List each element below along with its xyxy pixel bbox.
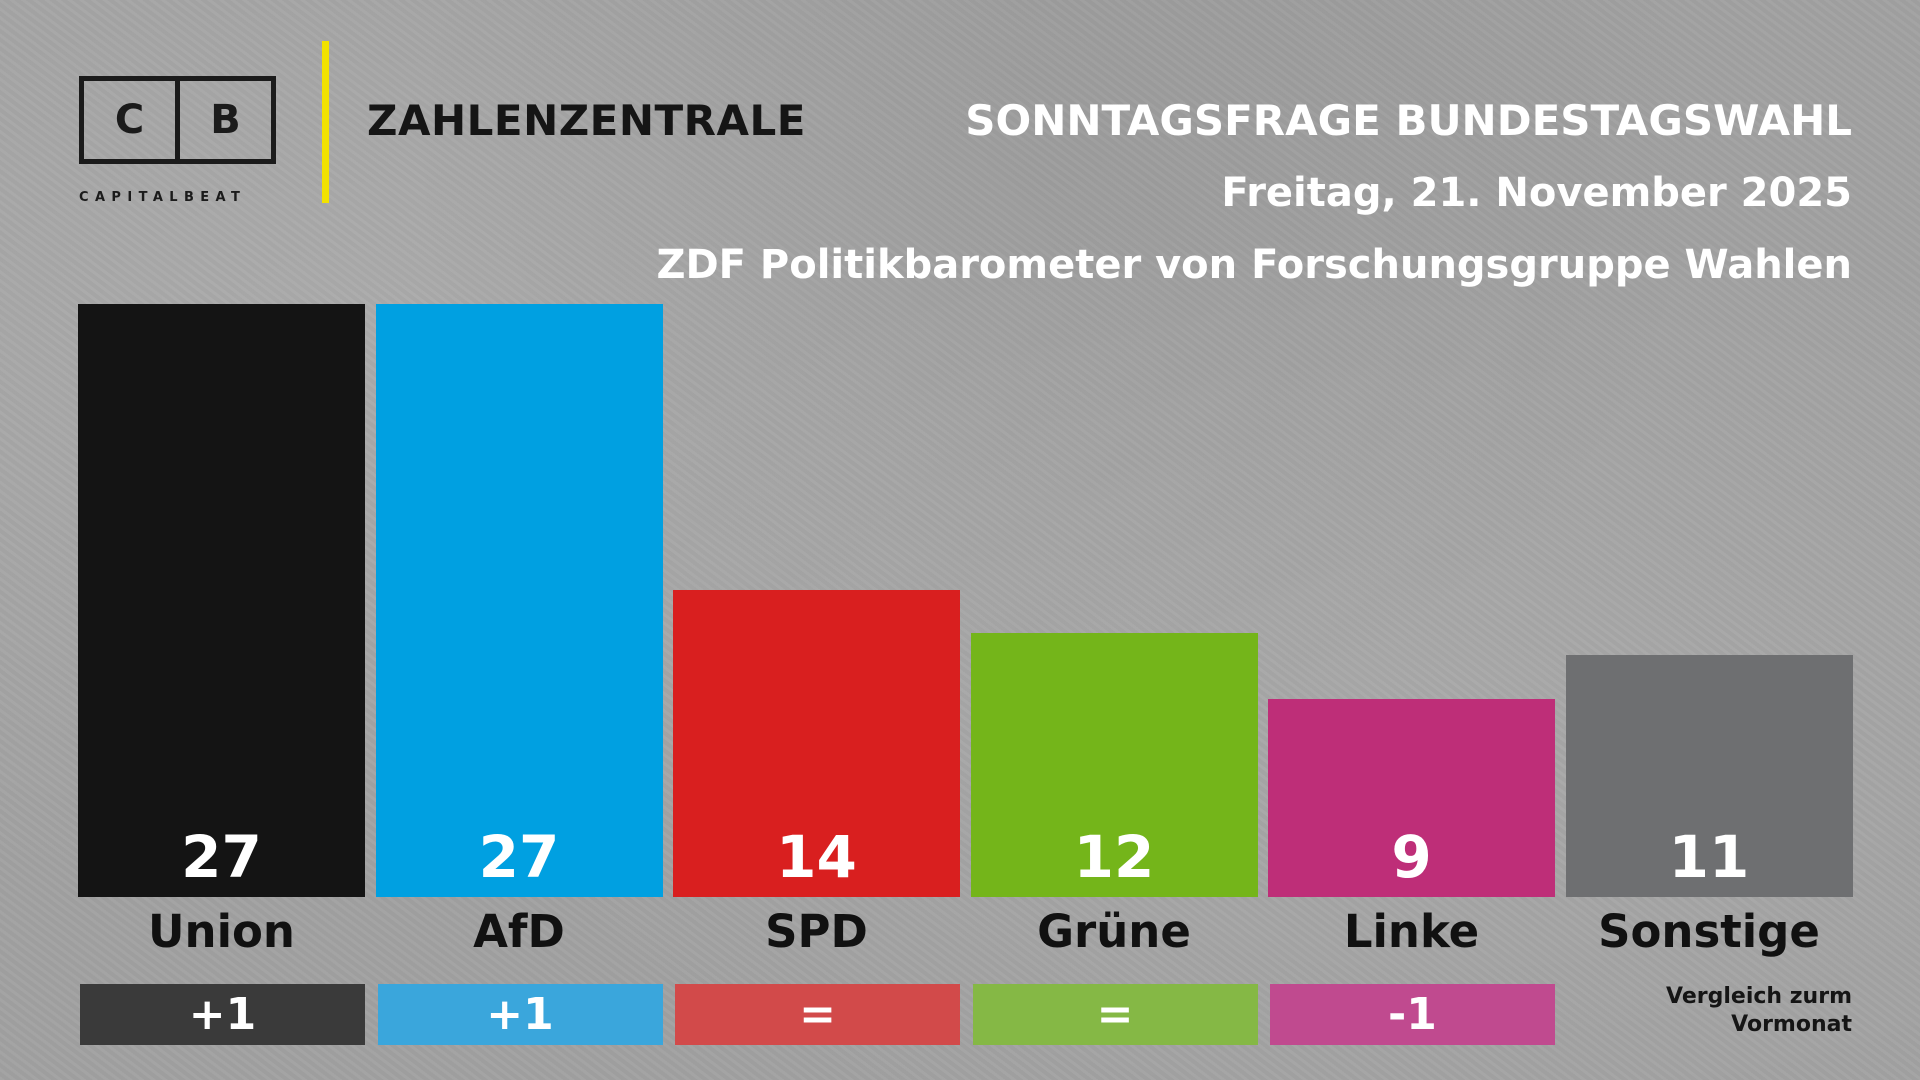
change-badge-union: +1 (80, 984, 365, 1045)
category-label-sonstige: Sonstige (1556, 905, 1863, 958)
change-badge-spd: = (675, 984, 960, 1045)
category-label-spd: SPD (663, 905, 970, 958)
category-label-grune: Grüne (961, 905, 1268, 958)
category-label-linke: Linke (1258, 905, 1565, 958)
change-badge-afd: +1 (378, 984, 663, 1045)
change-badge-linke: -1 (1270, 984, 1555, 1045)
category-label-afd: AfD (366, 905, 673, 958)
bar-value-afd: 27 (376, 823, 663, 891)
comparison-note: Vergleich zurm Vormonat (1666, 983, 1852, 1039)
bar-chart: 27 Union +1 27 AfD +1 14 SPD = 12 Grüne = 9 Linke -1 11… (0, 0, 1920, 1080)
bar-afd (376, 304, 663, 897)
comparison-note-line2: Vormonat (1666, 1011, 1852, 1039)
change-badge-grune: = (973, 984, 1258, 1045)
category-label-union: Union (68, 905, 375, 958)
bar-value-grune: 12 (971, 823, 1258, 891)
comparison-note-line1: Vergleich zurm (1666, 983, 1852, 1011)
bar-value-union: 27 (78, 823, 365, 891)
bar-value-sonstige: 11 (1566, 823, 1853, 891)
bar-value-spd: 14 (673, 823, 960, 891)
bar-union (78, 304, 365, 897)
bar-value-linke: 9 (1268, 823, 1555, 891)
